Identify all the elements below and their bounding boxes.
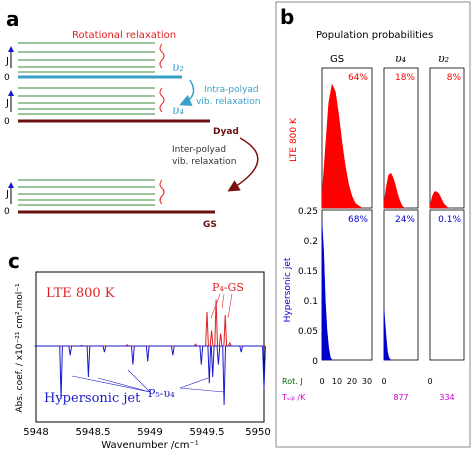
pct-jet-v4: 24% bbox=[395, 215, 415, 225]
v2-label: υ₂ bbox=[172, 60, 184, 74]
inter-polyad-label-2: vib. relaxation bbox=[172, 157, 236, 167]
rot-j-label: Rot. J bbox=[282, 377, 303, 386]
j-label: J bbox=[5, 189, 9, 200]
inter-polyad-arrow bbox=[227, 137, 259, 192]
pct-lte-v2: 8% bbox=[447, 73, 462, 83]
tvib-v4: 877 bbox=[393, 393, 408, 402]
y-tick: 0.1 bbox=[304, 297, 318, 307]
population-title: Population probabilities bbox=[316, 30, 433, 41]
j-label: J bbox=[5, 98, 9, 109]
x-tick: 5948 bbox=[23, 427, 48, 438]
col-label-v2: υ₂ bbox=[438, 52, 449, 65]
p4-gs-label: P₄-GS bbox=[212, 281, 244, 294]
lte-spectrum-line bbox=[34, 299, 266, 347]
x-tick: 0 bbox=[381, 377, 386, 386]
x-tick: 10 bbox=[332, 377, 342, 386]
panel-letter-b: b bbox=[280, 5, 294, 29]
level-stack-v2: J 0 υ₂ bbox=[4, 42, 184, 83]
panel-b: b Population probabilities GS υ₄ υ₂ LTE … bbox=[275, 1, 471, 448]
lte-percentages: 64% 18% 8% bbox=[348, 73, 461, 83]
distribution-GS bbox=[321, 221, 333, 361]
zero-label: 0 bbox=[4, 207, 10, 217]
jet-distributions bbox=[321, 221, 432, 361]
x-tick: 0 bbox=[319, 377, 324, 386]
spectrum-xlabel: Wavenumber /cm⁻¹ bbox=[101, 440, 199, 451]
x-tick-labels: 0 10 20 30 0 0 bbox=[319, 377, 432, 386]
panel-c: c LTE 800 K Hypersonic jet P₄-GS P₅-υ₄ A… bbox=[8, 249, 271, 451]
x-tick: 0 bbox=[427, 377, 432, 386]
panel-b-frame bbox=[275, 1, 471, 448]
col-label-v4: υ₄ bbox=[395, 52, 406, 65]
dyad-label: Dyad bbox=[213, 127, 239, 137]
pct-lte-v4: 18% bbox=[395, 73, 415, 83]
v4-label: υ₄ bbox=[172, 103, 184, 117]
panel-letter-c: c bbox=[8, 249, 20, 273]
rot-relax-squiggle bbox=[159, 43, 165, 69]
panel-a: a Rotational relaxation J 0 υ₂ Intra-pol… bbox=[4, 7, 260, 230]
inter-polyad-label-1: Inter-polyad bbox=[172, 145, 226, 155]
spectrum-x-ticks: 5948 5948.5 5949 5949.5 5950 bbox=[23, 427, 270, 438]
x-tick: 5949.5 bbox=[190, 427, 225, 438]
y-tick: 0.05 bbox=[298, 327, 318, 337]
p5-pointer-lines bbox=[71, 369, 225, 393]
spectrum-ylabel: Abs. coef. / x10⁻²¹ cm².mol⁻¹ bbox=[15, 283, 25, 413]
x-tick: 5950 bbox=[245, 427, 270, 438]
zero-label: 0 bbox=[4, 73, 10, 83]
spectrum-frame bbox=[35, 271, 265, 423]
y-tick-labels: 0 0.05 0.1 0.15 0.2 0.25 bbox=[298, 207, 318, 367]
y-tick: 0.15 bbox=[298, 267, 318, 277]
pct-jet-gs: 68% bbox=[348, 215, 368, 225]
jet-legend: Hypersonic jet bbox=[44, 391, 141, 406]
green-level-lines bbox=[18, 87, 155, 115]
p4-pointer-lines bbox=[210, 293, 233, 319]
zero-label: 0 bbox=[4, 117, 10, 127]
j-label: J bbox=[5, 56, 9, 67]
row-label-lte: LTE 800 K bbox=[289, 117, 299, 162]
y-tick: 0 bbox=[312, 357, 318, 367]
level-stack-gs: J 0 GS bbox=[4, 179, 217, 230]
intra-polyad-label-2: vib. relaxation bbox=[196, 97, 260, 107]
y-tick: 0.2 bbox=[304, 237, 318, 247]
distribution-υ₄ bbox=[383, 308, 392, 361]
y-tick: 0.25 bbox=[298, 207, 318, 217]
rotational-relaxation-label: Rotational relaxation bbox=[72, 30, 176, 41]
x-tick: 5948.5 bbox=[76, 427, 111, 438]
tvib-v2: 334 bbox=[439, 393, 454, 402]
level-stack-v4: J 0 υ₄ Dyad bbox=[4, 87, 239, 137]
x-tick: 5949 bbox=[137, 427, 162, 438]
p5-v4-label: P₅-υ₄ bbox=[148, 387, 175, 400]
distribution-υ₂ bbox=[429, 191, 449, 209]
intra-polyad-arrow bbox=[179, 79, 195, 106]
rot-relax-squiggle bbox=[159, 179, 165, 205]
intra-polyad-label-1: Intra-polyad bbox=[204, 85, 259, 95]
subplot-frames bbox=[321, 67, 465, 361]
col-label-gs: GS bbox=[330, 54, 344, 65]
jet-spectrum-line bbox=[34, 345, 266, 405]
pct-lte-gs: 64% bbox=[348, 73, 368, 83]
green-level-lines bbox=[18, 179, 155, 206]
x-tick: 20 bbox=[347, 377, 357, 386]
x-tick: 30 bbox=[362, 377, 372, 386]
panel-letter-a: a bbox=[6, 7, 20, 31]
row-label-jet: Hypersonic jet bbox=[283, 257, 293, 322]
distribution-υ₄ bbox=[383, 172, 406, 209]
lte-distributions bbox=[321, 83, 449, 209]
distribution-GS bbox=[321, 83, 363, 209]
rot-relax-squiggle bbox=[159, 87, 165, 113]
pct-jet-v2: 0.1% bbox=[438, 215, 461, 225]
gs-label: GS bbox=[203, 220, 217, 230]
green-level-lines bbox=[18, 42, 155, 73]
lte-legend: LTE 800 K bbox=[46, 286, 115, 301]
jet-percentages: 68% 24% 0.1% bbox=[348, 215, 461, 225]
tvib-label: Tᵥᵢᵦ /K bbox=[281, 393, 306, 402]
